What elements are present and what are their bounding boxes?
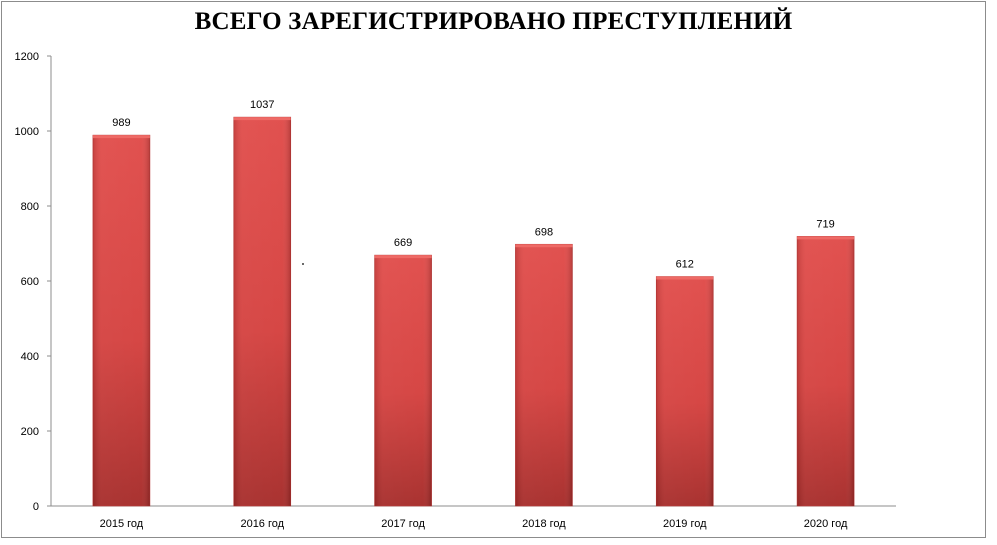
y-tick-label: 400	[21, 351, 39, 363]
bar-shading	[92, 135, 150, 506]
data-label: 1037	[250, 99, 274, 111]
data-label: 719	[816, 218, 834, 230]
x-axis-ticks: 2015 год 2016 год 2017 год 2018 год 2019 год…	[100, 518, 848, 530]
bars	[92, 116, 855, 507]
x-tick-label: 2018 год	[522, 518, 566, 530]
bar-shading	[515, 244, 573, 506]
bar-top-highlight	[92, 135, 150, 139]
data-label: 669	[394, 237, 412, 249]
chart-title: ВСЕГО ЗАРЕГИСТРИРОВАНО ПРЕСТУПЛЕНИЙ	[194, 8, 793, 35]
x-tick-label: 2019 год	[663, 518, 707, 530]
data-labels: 989 1037 669 698 612 719	[112, 99, 835, 270]
stray-dot-mark	[302, 263, 304, 265]
bar-top-highlight	[515, 244, 573, 248]
y-tick-label: 0	[33, 501, 39, 513]
bar-top-highlight	[797, 236, 855, 240]
bar-top-highlight	[656, 276, 714, 280]
bar-shading	[233, 117, 291, 506]
data-label: 989	[112, 117, 130, 129]
data-label: 698	[535, 226, 553, 238]
y-tick-label: 1200	[15, 51, 39, 63]
x-tick-label: 2015 год	[100, 518, 144, 530]
bar-shading	[656, 276, 714, 506]
x-tick-label: 2020 год	[804, 518, 848, 530]
bar-shading	[797, 236, 855, 506]
y-tick-label: 800	[21, 201, 39, 213]
y-tick-label: 1000	[15, 126, 39, 138]
data-label: 612	[676, 259, 694, 271]
bar-shading	[374, 255, 432, 506]
y-axis-ticks: 0 200 400 600 800 1000 1200	[15, 51, 51, 513]
bar-top-highlight	[374, 255, 432, 259]
bar-top-highlight	[233, 117, 291, 121]
x-tick-label: 2017 год	[381, 518, 425, 530]
x-tick-label: 2016 год	[240, 518, 284, 530]
y-tick-label: 200	[21, 426, 39, 438]
y-tick-label: 600	[21, 276, 39, 288]
